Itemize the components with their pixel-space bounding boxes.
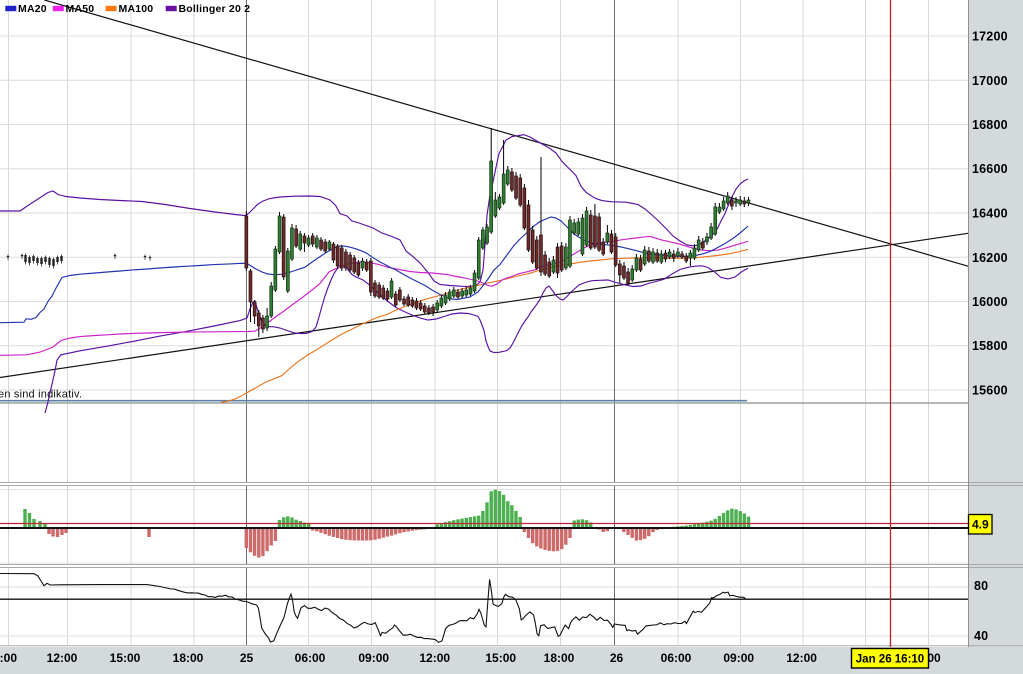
svg-text:en sind indikativ.: en sind indikativ. bbox=[0, 389, 82, 401]
svg-text:26: 26 bbox=[610, 651, 624, 665]
svg-text:16400: 16400 bbox=[972, 207, 1008, 221]
svg-text:17000: 17000 bbox=[972, 74, 1008, 88]
svg-text:16800: 16800 bbox=[972, 118, 1008, 132]
svg-text:16200: 16200 bbox=[972, 251, 1008, 265]
svg-text:Jan 26 16:10: Jan 26 16:10 bbox=[856, 654, 924, 666]
svg-text:12:00: 12:00 bbox=[786, 651, 817, 665]
svg-text:16000: 16000 bbox=[972, 295, 1008, 309]
svg-text:MA100: MA100 bbox=[119, 3, 154, 15]
svg-text:17200: 17200 bbox=[972, 30, 1008, 44]
svg-text:09:00: 09:00 bbox=[358, 651, 389, 665]
svg-text:18:00: 18:00 bbox=[544, 651, 575, 665]
svg-text:16600: 16600 bbox=[972, 162, 1008, 176]
svg-text:00: 00 bbox=[927, 651, 941, 665]
svg-text:15600: 15600 bbox=[972, 384, 1008, 398]
svg-text:06:00: 06:00 bbox=[661, 651, 692, 665]
svg-text:18:00: 18:00 bbox=[173, 651, 204, 665]
svg-text:12:00: 12:00 bbox=[419, 651, 450, 665]
svg-text:12:00: 12:00 bbox=[47, 651, 78, 665]
svg-text:9:00: 9:00 bbox=[0, 651, 17, 665]
svg-text:15:00: 15:00 bbox=[110, 651, 141, 665]
svg-text:40: 40 bbox=[974, 629, 988, 643]
svg-text:25: 25 bbox=[240, 651, 254, 665]
svg-text:Bollinger 20 2: Bollinger 20 2 bbox=[179, 3, 251, 15]
svg-text:06:00: 06:00 bbox=[295, 651, 326, 665]
svg-text:MA50: MA50 bbox=[66, 3, 95, 15]
svg-text:4.9: 4.9 bbox=[972, 518, 989, 532]
svg-text:MA20: MA20 bbox=[18, 3, 47, 15]
svg-text:15800: 15800 bbox=[972, 339, 1008, 353]
svg-text:09:00: 09:00 bbox=[723, 651, 754, 665]
svg-text:80: 80 bbox=[974, 579, 988, 593]
svg-text:15:00: 15:00 bbox=[485, 651, 516, 665]
